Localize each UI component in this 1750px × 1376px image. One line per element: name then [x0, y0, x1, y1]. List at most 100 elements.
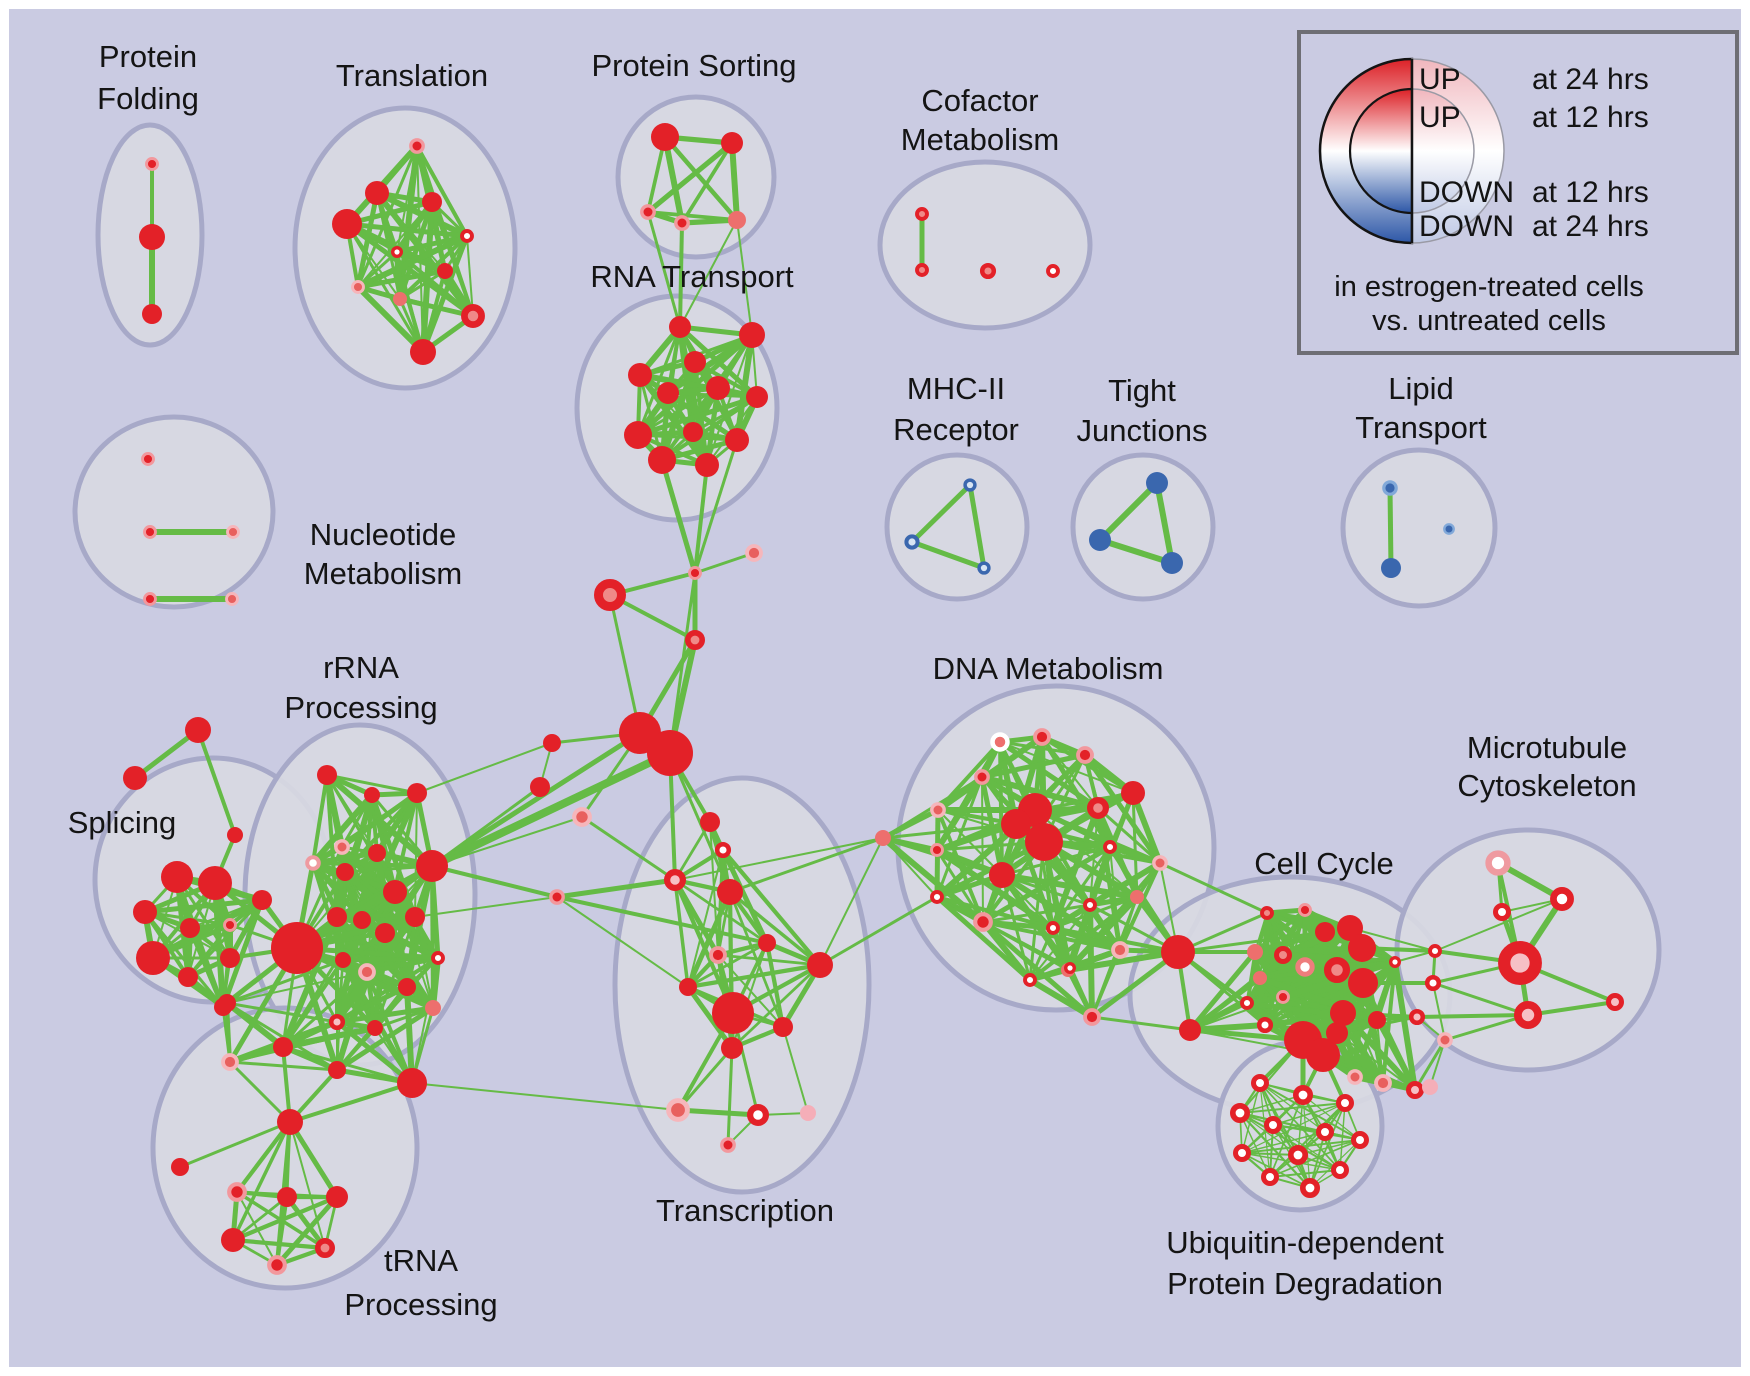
legend-caption-line2: vs. untreated cells [1372, 305, 1606, 337]
node-tn7 [314, 1238, 335, 1259]
edge [356, 233, 469, 290]
node-ch4 [684, 629, 705, 650]
edge [668, 752, 732, 893]
edge [151, 897, 264, 961]
node-tr8 [351, 280, 365, 294]
edge [1434, 898, 1563, 952]
node-d16 [930, 890, 944, 904]
edge [415, 145, 469, 237]
edge [936, 895, 1054, 930]
edge [311, 774, 329, 864]
edge [414, 896, 558, 918]
node-m9 [1437, 1032, 1453, 1048]
edge [179, 1120, 291, 1169]
edge [680, 142, 734, 224]
edge [287, 1120, 340, 1199]
edge [881, 835, 985, 925]
cluster-label-microtubule-cytoskeleton-line1: Microtubule [1467, 730, 1627, 765]
node-rt1 [669, 316, 691, 338]
edge [466, 235, 474, 317]
node-rr22 [221, 1053, 239, 1071]
node-cc12 [1276, 990, 1290, 1004]
cluster-labels: Protein Folding Translation Protein Sorting… [68, 39, 1637, 1322]
legend-term-3: DOWN [1419, 176, 1514, 209]
edge [399, 296, 474, 319]
edge [1028, 927, 1055, 981]
node-li1 [1382, 480, 1398, 496]
edge [394, 251, 403, 300]
edge [668, 572, 697, 754]
node-m11 [1422, 1079, 1438, 1095]
node-hubB [647, 730, 693, 776]
node-t21 [720, 1137, 736, 1153]
edge [1067, 966, 1095, 1019]
edge [1177, 930, 1326, 954]
node-d10 [1025, 823, 1063, 861]
node-m8 [1606, 993, 1624, 1011]
edge [355, 284, 426, 355]
node-t7 [700, 812, 720, 832]
node-rt5 [657, 382, 679, 404]
edge [728, 890, 822, 967]
edge [284, 1195, 328, 1250]
edge [395, 250, 475, 318]
edge [416, 742, 553, 794]
node-li3 [1443, 523, 1455, 535]
edge [357, 268, 446, 290]
node-rr3 [407, 783, 427, 803]
legend-term-2: UP [1419, 101, 1461, 134]
node-t13 [679, 978, 697, 996]
node-t3 [572, 807, 592, 827]
node-s5 [223, 918, 237, 932]
node-d18 [1130, 890, 1144, 904]
node-t12 [709, 946, 727, 964]
node-u11 [1261, 1168, 1279, 1186]
edge [910, 483, 972, 544]
node-d9 [1001, 809, 1031, 839]
node-cc11 [1253, 971, 1267, 985]
edge [232, 1237, 326, 1251]
node-d6 [1121, 781, 1145, 805]
cluster-label-protein-folding-line2: Folding [97, 81, 199, 116]
edge [1429, 1039, 1446, 1088]
edge [221, 1006, 232, 1063]
edge [935, 895, 1032, 982]
edge [1109, 844, 1161, 866]
node-d13 [1103, 840, 1117, 854]
node-m1 [1485, 850, 1511, 876]
edge [556, 877, 676, 900]
node-tr5 [460, 229, 474, 243]
node-cc5 [1348, 934, 1376, 962]
node-rr19 [328, 1013, 346, 1031]
edge [399, 269, 446, 301]
node-rr13 [405, 907, 425, 927]
edge [430, 749, 672, 870]
edge [734, 334, 755, 441]
node-tr9 [393, 292, 407, 306]
node-s9 [252, 890, 272, 910]
edge [982, 920, 1071, 970]
edge [346, 221, 468, 239]
edge [325, 774, 339, 918]
cluster-label-cofactor-metabolism-line2: Metabolism [901, 122, 1060, 157]
node-rt4 [628, 363, 652, 387]
edge [430, 730, 642, 869]
edge [289, 1121, 326, 1249]
edge [556, 896, 689, 988]
node-cf3 [979, 262, 997, 280]
node-tr6 [391, 245, 404, 258]
edge [637, 394, 758, 438]
node-t20 [800, 1105, 816, 1121]
edge [693, 464, 709, 574]
edge [720, 848, 770, 945]
node-pf3 [142, 304, 162, 324]
edge [731, 963, 821, 1050]
cluster-label-nucleotide-metabolism-line2: Metabolism [304, 556, 463, 591]
node-t1 [543, 734, 561, 752]
node-u9 [1288, 1145, 1309, 1166]
edge [1039, 735, 1113, 849]
node-t4 [549, 889, 565, 905]
edge [679, 219, 738, 328]
node-rr4 [334, 839, 350, 855]
node-d19 [973, 912, 993, 932]
